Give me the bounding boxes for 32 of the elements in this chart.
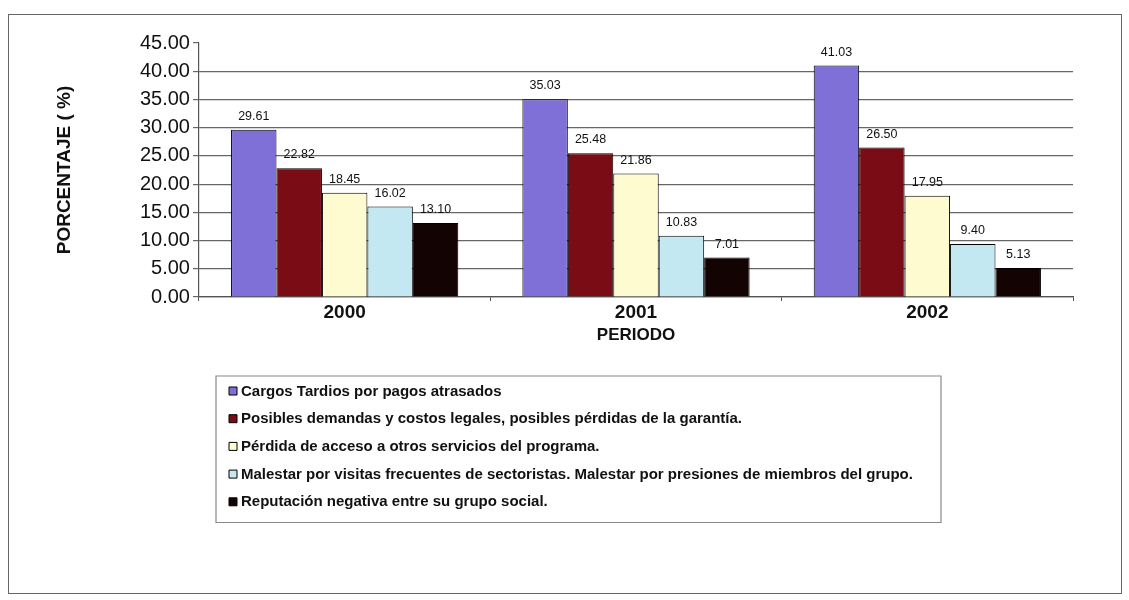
data-label: 29.61: [238, 109, 270, 124]
data-label: 25.48: [574, 132, 607, 147]
y-tick-label: 40.00: [139, 58, 190, 81]
y-tick-label: 35.00: [139, 86, 190, 109]
legend-label: Cargos Tardios por pagos atrasados: [241, 381, 502, 399]
legend-label: Posibles demandas y costos legales, posibles pérdidas de la garantía.: [241, 409, 743, 427]
legend-label: Pérdida de acceso a otros servicios del programa.: [241, 437, 600, 455]
y-tick-label: 30.00: [139, 115, 190, 138]
data-label: 7.01: [714, 236, 740, 251]
y-tick-label: 20.00: [139, 171, 190, 194]
data-label: 26.50: [866, 126, 898, 141]
data-label: 16.02: [374, 185, 406, 200]
legend-label: Malestar por visitas frecuentes de sectoristas. Malestar por presiones de miembros del grupo.: [241, 464, 913, 482]
y-tick-label: 0.00: [151, 284, 190, 307]
y-tick-label: 25.00: [139, 143, 190, 166]
data-label: 41.03: [820, 44, 853, 59]
data-label: 5.13: [1006, 247, 1031, 262]
y-tick-label: 15.00: [139, 199, 190, 222]
x-tick-label: 2000: [323, 300, 366, 322]
y-tick-label: 10.00: [139, 228, 190, 251]
legend-label: Reputación negativa entre su grupo social.: [241, 492, 548, 510]
data-label: 18.45: [329, 172, 361, 187]
x-tick-label: 2001: [614, 300, 658, 322]
y-tick-label: 45.00: [139, 30, 190, 53]
data-label: 9.40: [960, 223, 985, 238]
x-axis-title: PERIODO: [596, 325, 676, 345]
data-label: 21.86: [620, 152, 652, 167]
y-axis-title: PORCENTAJE ( %): [52, 85, 74, 255]
x-tick-label: 2002: [906, 300, 949, 322]
data-label: 10.83: [665, 215, 698, 230]
data-label: 35.03: [529, 78, 561, 93]
y-tick-label: 5.00: [151, 256, 190, 279]
